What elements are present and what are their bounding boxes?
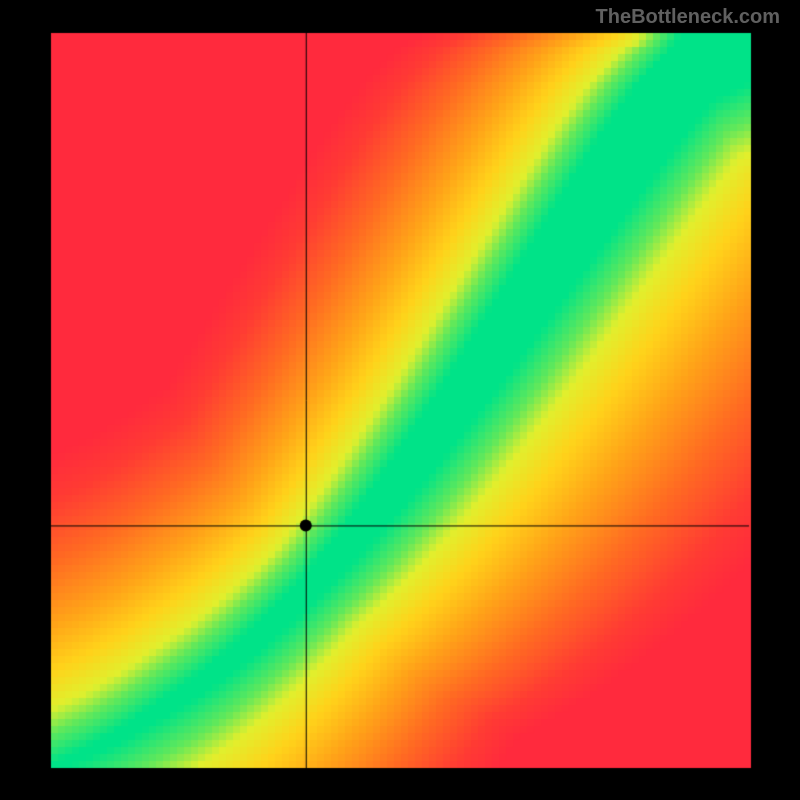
watermark-text: TheBottleneck.com <box>596 6 780 29</box>
bottleneck-heatmap <box>0 0 800 800</box>
chart-container: TheBottleneck.com <box>0 0 800 800</box>
